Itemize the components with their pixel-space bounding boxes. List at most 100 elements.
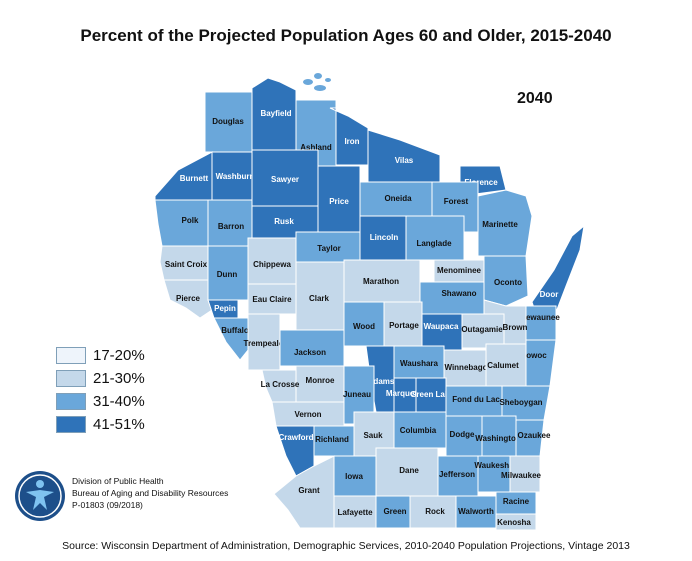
county-label-eau-claire: Eau Claire bbox=[252, 295, 292, 304]
county-label-fond-du-lac: Fond du Lac bbox=[452, 395, 500, 404]
county-label-winnebago: Winnebago bbox=[444, 363, 487, 372]
county-label-iron: Iron bbox=[344, 137, 359, 146]
county-label-jackson: Jackson bbox=[294, 348, 326, 357]
legend-item: 41-51% bbox=[56, 413, 145, 436]
county-portage: Portage bbox=[383, 301, 423, 347]
county-menominee: Menominee bbox=[433, 259, 485, 283]
county-label-bayfield: Bayfield bbox=[260, 109, 291, 118]
county-label-monroe: Monroe bbox=[306, 376, 335, 385]
county-label-ashland: Ashland bbox=[300, 143, 332, 152]
county-label-oconto: Oconto bbox=[494, 278, 522, 287]
county-label-dunn: Dunn bbox=[217, 270, 238, 279]
public-health-logo-icon bbox=[15, 471, 65, 521]
county-marinette: Marinette bbox=[477, 189, 533, 257]
county-label-waupaca: Waupaca bbox=[424, 322, 459, 331]
county-buffalo: Buffalo bbox=[213, 317, 249, 361]
legend-label: 31-40% bbox=[93, 393, 145, 410]
county-green: Green bbox=[375, 495, 411, 529]
county-label-door: Door bbox=[540, 290, 559, 299]
legend-swatch bbox=[56, 416, 86, 433]
county-label-racine: Racine bbox=[503, 497, 530, 506]
map-title: Percent of the Projected Population Ages… bbox=[80, 26, 612, 45]
county-label-la-crosse: La Crosse bbox=[261, 380, 300, 389]
county-label-vilas: Vilas bbox=[395, 156, 414, 165]
county-sawyer: Sawyer bbox=[251, 149, 319, 207]
county-label-sawyer: Sawyer bbox=[271, 175, 299, 184]
legend-item: 21-30% bbox=[56, 367, 145, 390]
county-richland: Richland bbox=[313, 425, 355, 457]
county-label-waushara: Waushara bbox=[400, 359, 438, 368]
county-oconto: Oconto bbox=[483, 255, 529, 307]
county-washington: Washington bbox=[475, 415, 521, 457]
county-milwaukee: Milwaukee bbox=[501, 455, 542, 493]
county-washburn: Washburn bbox=[211, 151, 255, 201]
county-label-dane: Dane bbox=[399, 466, 419, 475]
county-trempealeau: Trempealeau bbox=[244, 313, 293, 371]
source-note: Source: Wisconsin Department of Administ… bbox=[62, 540, 630, 552]
county-calumet: Calumet bbox=[485, 343, 527, 387]
org-line-3: P-01803 (09/2018) bbox=[72, 500, 143, 510]
county-chippewa: Chippewa bbox=[247, 237, 297, 285]
apostle-islands bbox=[303, 73, 331, 91]
county-label-brown: Brown bbox=[503, 323, 528, 332]
county-label-calumet: Calumet bbox=[487, 361, 519, 370]
county-label-oneida: Oneida bbox=[384, 194, 412, 203]
county-label-jefferson: Jefferson bbox=[439, 470, 475, 479]
county-label-rusk: Rusk bbox=[274, 217, 294, 226]
legend-swatch bbox=[56, 370, 86, 387]
county-outagamie: Outagamie bbox=[461, 313, 505, 349]
county-label-juneau: Juneau bbox=[343, 390, 371, 399]
county-burnett: Burnett bbox=[154, 151, 213, 201]
county-vilas: Vilas bbox=[367, 129, 441, 183]
legend-swatch bbox=[56, 393, 86, 410]
county-label-price: Price bbox=[329, 197, 349, 206]
county-monroe: Monroe bbox=[295, 365, 345, 407]
county-label-lafayette: Lafayette bbox=[337, 508, 373, 517]
county-price: Price bbox=[317, 165, 361, 233]
county-label-green-lake: Green Lake bbox=[410, 390, 454, 399]
county-grant: Grant bbox=[273, 455, 335, 529]
county-langlade: Langlade bbox=[405, 215, 465, 261]
county-ozaukee: Ozaukee bbox=[515, 419, 551, 457]
county-pepin: Pepin bbox=[207, 299, 239, 319]
county-label-marinette: Marinette bbox=[482, 220, 518, 229]
county-label-marquette: Marquette bbox=[386, 389, 425, 398]
county-label-kewaunee: Kewaunee bbox=[520, 313, 560, 322]
legend-label: 17-20% bbox=[93, 347, 145, 364]
county-fond-du-lac: Fond du Lac bbox=[445, 385, 503, 417]
county-label-langlade: Langlade bbox=[416, 239, 452, 248]
county-jackson: Jackson bbox=[279, 329, 345, 367]
county-label-washington: Washington bbox=[475, 434, 521, 443]
county-taylor: Taylor bbox=[295, 231, 361, 263]
county-jefferson: Jefferson bbox=[437, 455, 479, 497]
legend-label: 21-30% bbox=[93, 370, 145, 387]
county-label-marathon: Marathon bbox=[363, 277, 399, 286]
county-dane: Dane bbox=[375, 447, 439, 497]
county-label-rock: Rock bbox=[425, 507, 445, 516]
year-label: 2040 bbox=[517, 90, 553, 107]
county-label-florence: Florence bbox=[464, 178, 498, 187]
county-label-clark: Clark bbox=[309, 294, 330, 303]
county-label-polk: Polk bbox=[182, 216, 199, 225]
county-winnebago: Winnebago bbox=[443, 349, 488, 387]
county-bayfield: Bayfield bbox=[251, 77, 297, 151]
county-waukesha: Waukesha bbox=[474, 455, 514, 493]
county-label-wood: Wood bbox=[353, 322, 375, 331]
county-label-washburn: Washburn bbox=[216, 172, 255, 181]
county-label-vernon: Vernon bbox=[294, 410, 321, 419]
county-iron: Iron bbox=[329, 107, 369, 166]
county-label-crawford: Crawford bbox=[278, 433, 313, 442]
county-label-pierce: Pierce bbox=[176, 294, 201, 303]
county-label-buffalo: Buffalo bbox=[221, 326, 249, 335]
county-walworth: Walworth bbox=[455, 495, 497, 529]
org-line-1: Division of Public Health bbox=[72, 476, 164, 486]
county-shawano: Shawano bbox=[419, 281, 485, 315]
county-barron: Barron bbox=[207, 199, 253, 247]
county-sheboygan: Sheboygan bbox=[499, 385, 551, 421]
county-label-grant: Grant bbox=[298, 486, 320, 495]
organization-text: Division of Public Health Bureau of Agin… bbox=[72, 470, 228, 511]
county-la-crosse: La Crosse bbox=[261, 369, 300, 403]
county-label-outagamie: Outagamie bbox=[461, 325, 503, 334]
county-waushara: Waushara bbox=[393, 345, 445, 379]
